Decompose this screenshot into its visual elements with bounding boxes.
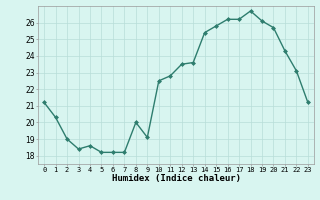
X-axis label: Humidex (Indice chaleur): Humidex (Indice chaleur) — [111, 174, 241, 183]
